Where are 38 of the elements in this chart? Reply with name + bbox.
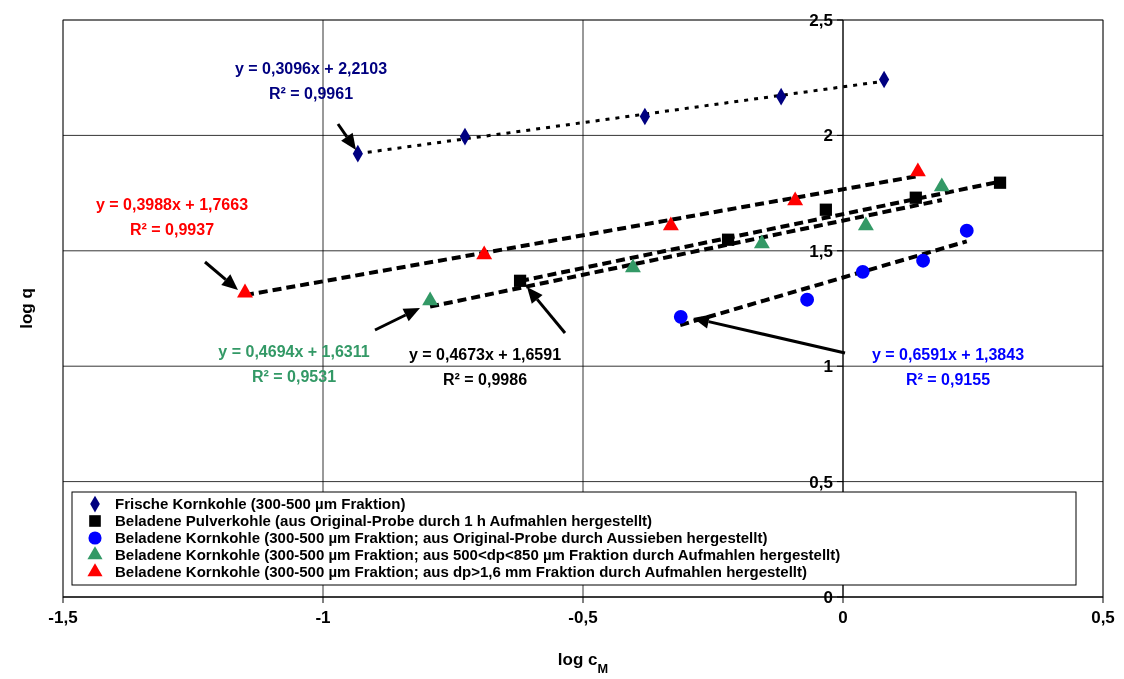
legend-label: Beladene Kornkohle (300-500 µm Fraktion; aus dp>1,6 mm Fraktion durch Aufmahlen hergestellt): [115, 563, 807, 580]
legend-label: Beladene Pulverkohle (aus Original-Probe durch 1 h Aufmahlen hergestellt): [115, 512, 653, 529]
point: [662, 216, 679, 231]
x-tick-label: 0,5: [1091, 608, 1115, 627]
point: [624, 258, 641, 273]
point: [422, 291, 439, 306]
point: [237, 283, 253, 298]
x-axis-title: log c$_{M}$: [557, 650, 609, 676]
point: [673, 309, 688, 324]
x-tick-label: -0,5: [568, 608, 598, 627]
point: [857, 216, 874, 231]
annotation: y = 0,4694x + 1,6311 R² = 0,9531: [218, 343, 370, 385]
legend-label: Beladene Kornkohle (300-500 µm Fraktion; aus 500<dp<850 µm Fraktion durch Aufmahlen hergestellt): [115, 546, 841, 563]
x-tick-label: 0: [838, 608, 848, 627]
point: [787, 191, 804, 206]
y-axis-title: log q: [17, 288, 36, 329]
point: [800, 292, 815, 307]
point: [993, 176, 1007, 189]
point: [753, 234, 770, 249]
point: [933, 177, 950, 192]
point: [721, 233, 735, 246]
annotation: y = 0,6591x + 1,3843 R² = 0,9155: [871, 346, 1025, 388]
point: [959, 223, 974, 238]
annotation: y = 0,4673x + 1,6591 R² = 0,9986: [408, 346, 562, 388]
y-tick-label: 1: [823, 357, 833, 377]
point: [909, 162, 926, 177]
point: [513, 274, 527, 287]
x-tick-label: -1,5: [48, 608, 78, 627]
annotation: y = 0,3096x + 2,2103 R² = 0,9961: [234, 60, 388, 102]
point: [909, 191, 922, 204]
point: [916, 253, 930, 268]
x-tick-label: -1: [315, 608, 331, 627]
point: [819, 203, 832, 216]
legend-label: Beladene Kornkohle (300-500 µm Fraktion; aus Original-Probe durch Aussieben hergestellt): [115, 529, 768, 546]
legend-label: Frische Kornkohle (300-500 µm Fraktion): [115, 495, 406, 512]
annotation: y = 0,3988x + 1,7663 R² = 0,9937: [95, 196, 249, 238]
point: [855, 264, 870, 279]
point: [476, 245, 493, 260]
